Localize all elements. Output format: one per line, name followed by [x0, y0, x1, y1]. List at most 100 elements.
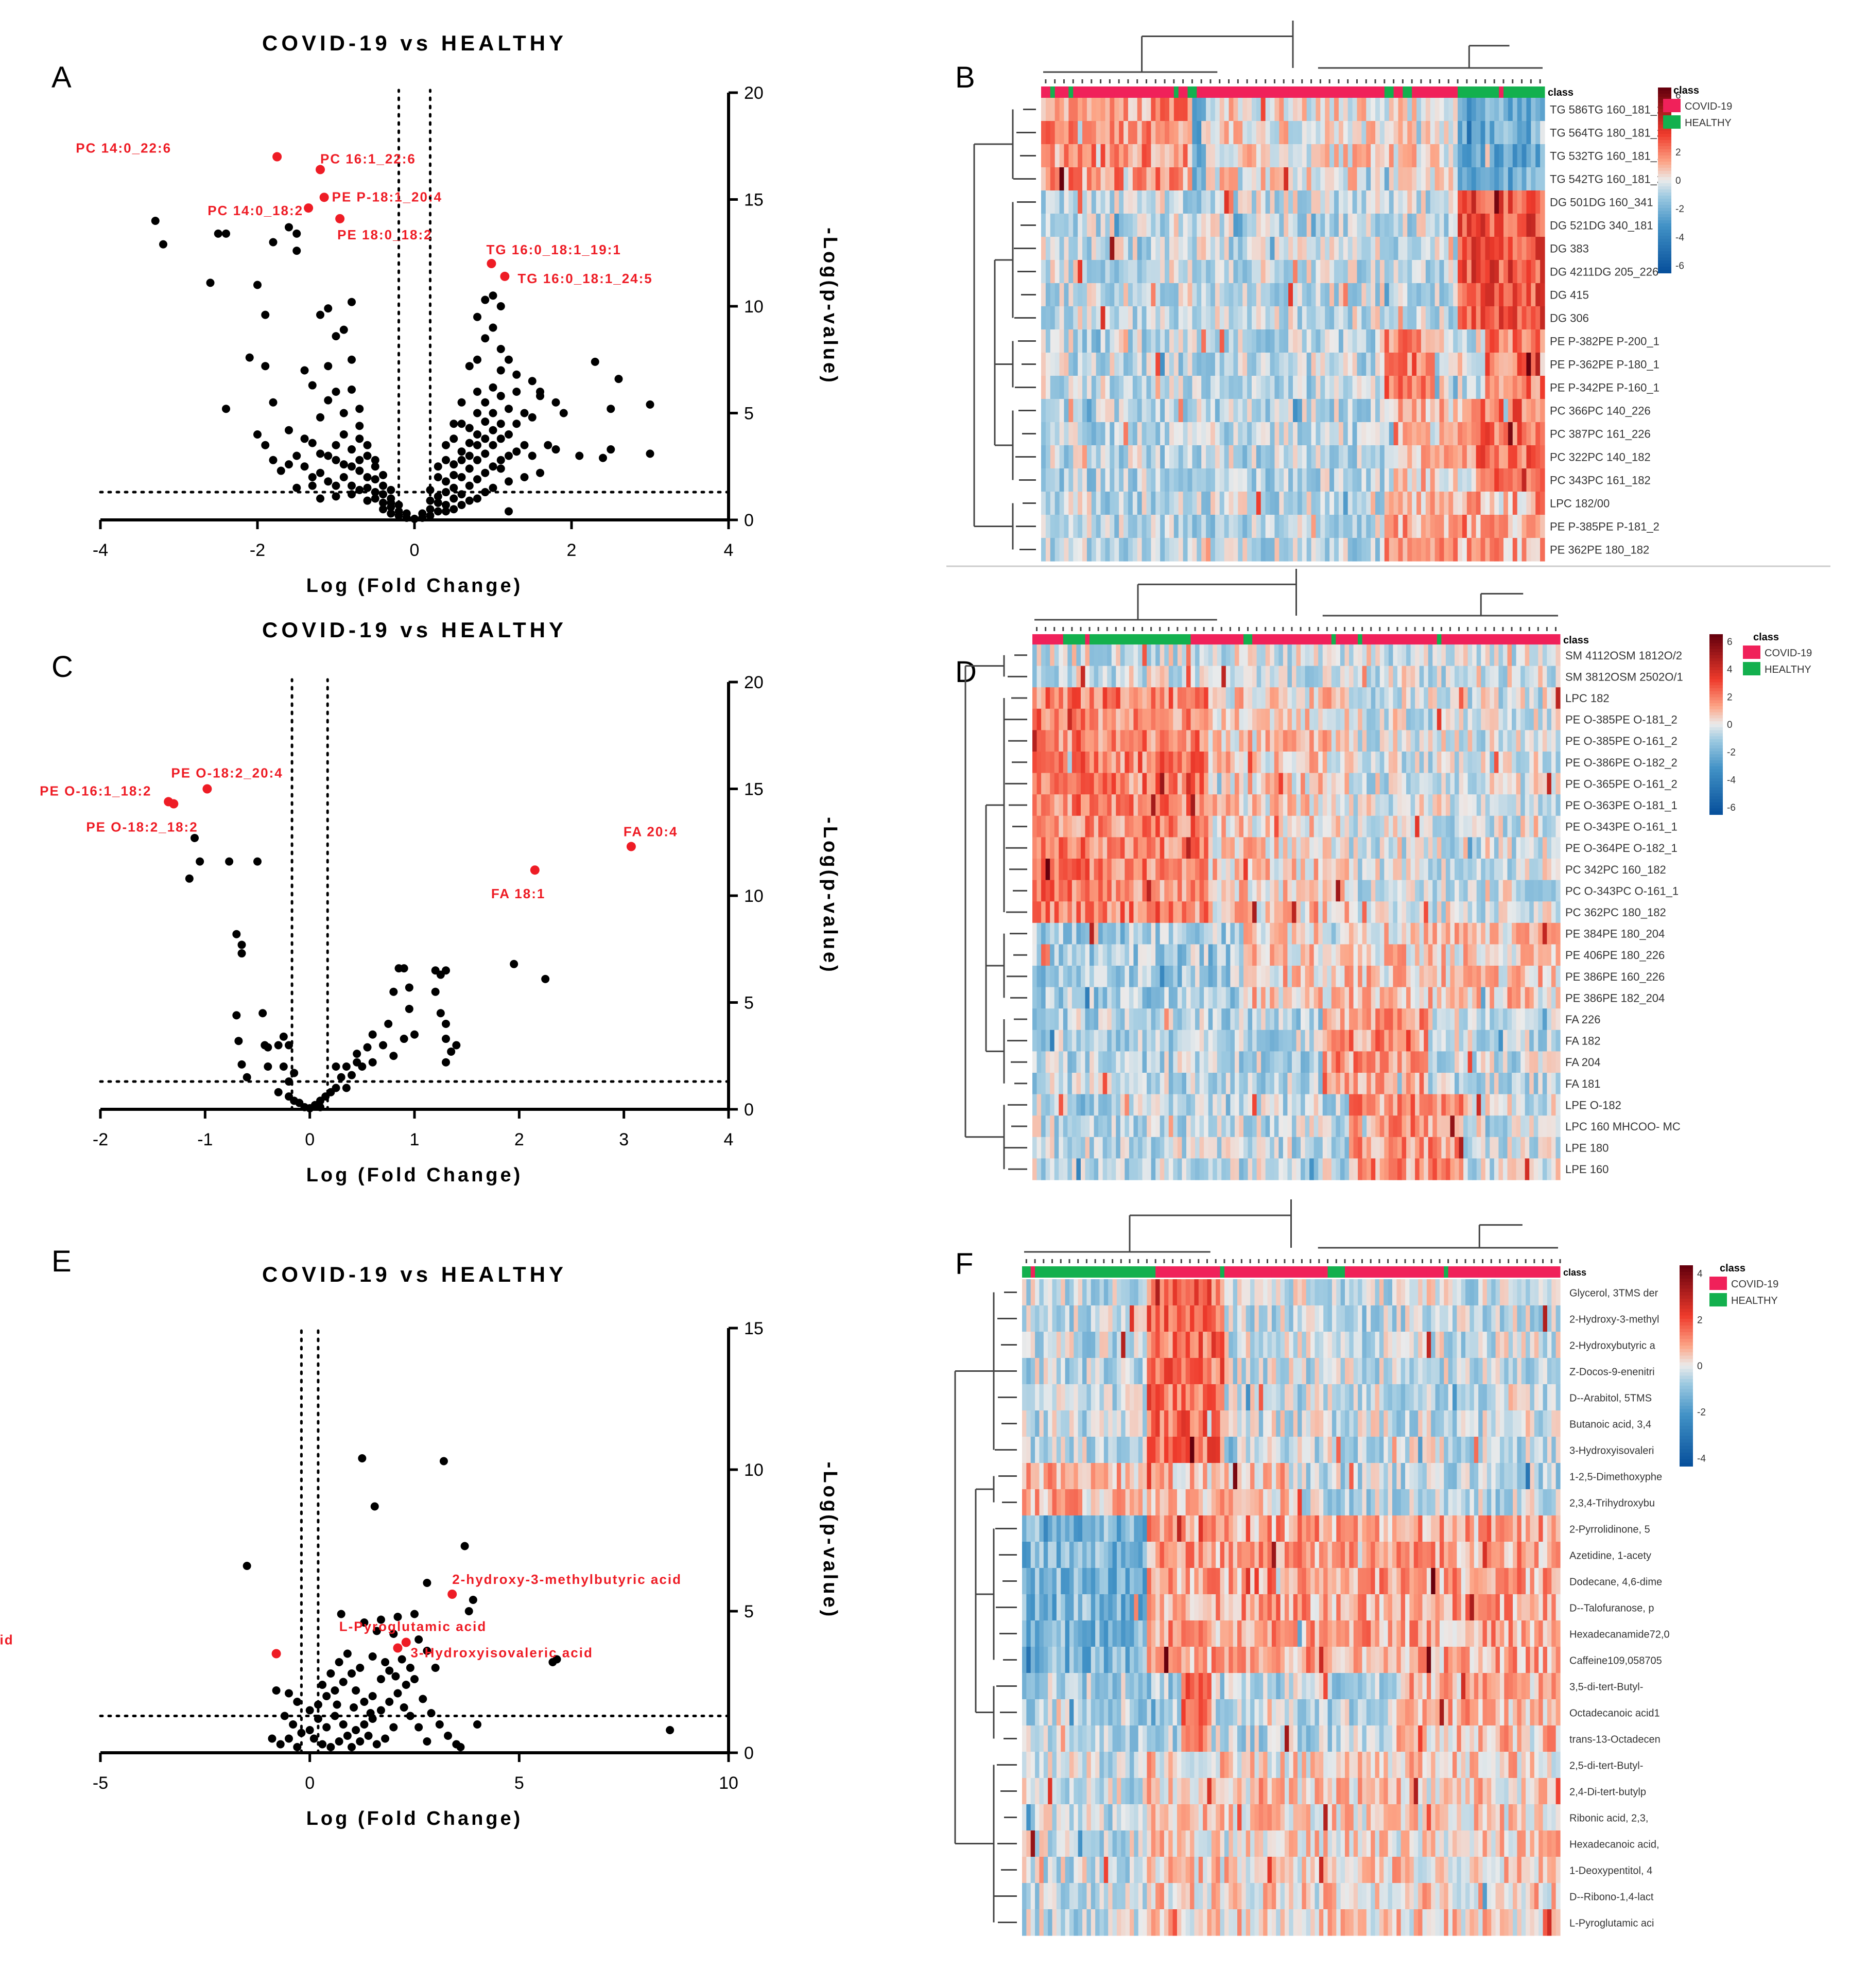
class-bar-cell — [1375, 634, 1380, 646]
heatmap-cell — [1384, 815, 1389, 838]
heatmap-cell — [1450, 708, 1455, 730]
heatmap-cell — [1318, 966, 1323, 988]
heatmap-cell — [1142, 98, 1147, 121]
heatmap-cell — [1498, 752, 1503, 774]
heatmap-cell — [1213, 666, 1218, 688]
heatmap-cell — [1393, 708, 1398, 730]
heatmap-cell — [1301, 794, 1306, 816]
heatmap-cell — [1371, 666, 1376, 688]
heatmap-cell — [1375, 880, 1380, 902]
heatmap-cell — [1462, 468, 1467, 492]
heatmap-cell — [1129, 922, 1134, 945]
heatmap-cell — [1225, 944, 1231, 966]
heatmap-cell — [1071, 966, 1077, 988]
heatmap-cell — [1133, 687, 1138, 709]
heatmap-cell — [1494, 214, 1499, 237]
heatmap-cell — [1182, 794, 1187, 816]
heatmap-cell — [1293, 492, 1298, 515]
heatmap-cell — [1338, 353, 1344, 376]
heatmap-cell — [1325, 422, 1330, 446]
heatmap-cell — [1297, 260, 1303, 284]
heatmap-row-label: PC 342PC 160_182 — [1565, 863, 1666, 876]
heatmap-cell — [1160, 190, 1165, 214]
heatmap-cell — [1466, 190, 1472, 214]
heatmap-cell — [1201, 492, 1206, 515]
heatmap-cell — [1190, 752, 1196, 774]
color-scale-step — [1658, 245, 1671, 249]
heatmap-cell — [1192, 237, 1197, 260]
heatmap-cell — [1403, 515, 1408, 538]
heatmap-cell — [1352, 260, 1358, 284]
heatmap-cell — [1347, 445, 1353, 469]
heatmap-cell — [1168, 773, 1173, 795]
heatmap-cell — [1138, 708, 1143, 730]
heatmap-cell — [1498, 901, 1503, 923]
heatmap-cell — [1247, 492, 1252, 515]
heatmap-cell — [1525, 815, 1530, 838]
heatmap-cell — [1349, 644, 1354, 667]
heatmap-cell — [1293, 260, 1298, 284]
heatmap-cell — [1540, 329, 1545, 353]
heatmap-cell — [1516, 859, 1521, 881]
heatmap-cell — [1119, 515, 1124, 538]
heatmap-cell — [1462, 283, 1467, 307]
heatmap-cell — [1432, 859, 1438, 881]
heatmap-cell — [1507, 837, 1512, 859]
heatmap-cell — [1480, 283, 1486, 307]
heatmap-cell — [1485, 773, 1490, 795]
heatmap-cell — [1362, 880, 1367, 902]
heatmap-cell — [1296, 880, 1301, 902]
heatmap-cell — [1119, 121, 1124, 145]
heatmap-cell — [1265, 167, 1271, 191]
x-tick-label: 1 — [410, 1130, 420, 1149]
heatmap-cell — [1512, 214, 1518, 237]
heatmap-cell — [1338, 468, 1344, 492]
heatmap-cell — [1480, 445, 1486, 469]
heatmap-cell — [1471, 190, 1477, 214]
heatmap-cell — [1192, 329, 1197, 353]
heatmap-cell — [1183, 515, 1188, 538]
heatmap-cell — [1444, 422, 1449, 446]
heatmap-cell — [1472, 730, 1477, 752]
heatmap-cell — [1213, 880, 1218, 902]
heatmap-cell — [1195, 794, 1200, 816]
heatmap-cell — [1533, 880, 1538, 902]
highlighted-point — [401, 1637, 411, 1647]
heatmap-cell — [1412, 214, 1417, 237]
heatmap-cell — [1251, 329, 1257, 353]
heatmap-cell — [1251, 283, 1257, 307]
class-bar-cell — [1498, 634, 1503, 646]
heatmap-cell — [1059, 121, 1065, 145]
heatmap-cell — [1098, 752, 1103, 774]
heatmap-cell — [1147, 815, 1152, 838]
data-point — [435, 1720, 444, 1729]
heatmap-cell — [1225, 644, 1231, 667]
heatmap-cell — [1064, 399, 1069, 423]
heatmap-cell — [1142, 730, 1147, 752]
heatmap-cell — [1388, 944, 1394, 966]
heatmap-cell — [1041, 167, 1046, 191]
data-point — [496, 420, 505, 428]
heatmap-cell — [1542, 815, 1547, 838]
heatmap-cell — [1068, 98, 1074, 121]
class-bar-cell — [1302, 86, 1307, 98]
heatmap-cell — [1393, 773, 1398, 795]
heatmap-cell — [1309, 730, 1315, 752]
heatmap-cell — [1256, 190, 1261, 214]
heatmap-cell — [1219, 445, 1225, 469]
heatmap-cell — [1138, 880, 1143, 902]
heatmap-cell — [1398, 260, 1403, 284]
heatmap-cell — [1274, 144, 1280, 168]
heatmap-cell — [1155, 708, 1161, 730]
heatmap-cell — [1525, 794, 1530, 816]
heatmap-cell — [1155, 167, 1161, 191]
heatmap-cell — [1424, 773, 1429, 795]
heatmap-cell — [1283, 815, 1288, 838]
heatmap-cell — [1197, 167, 1202, 191]
heatmap-cell — [1367, 901, 1372, 923]
heatmap-cell — [1490, 98, 1495, 121]
heatmap-cell — [1353, 687, 1358, 709]
heatmap-cell — [1129, 708, 1134, 730]
heatmap-cell — [1274, 730, 1279, 752]
class-bar-cell — [1239, 634, 1244, 646]
